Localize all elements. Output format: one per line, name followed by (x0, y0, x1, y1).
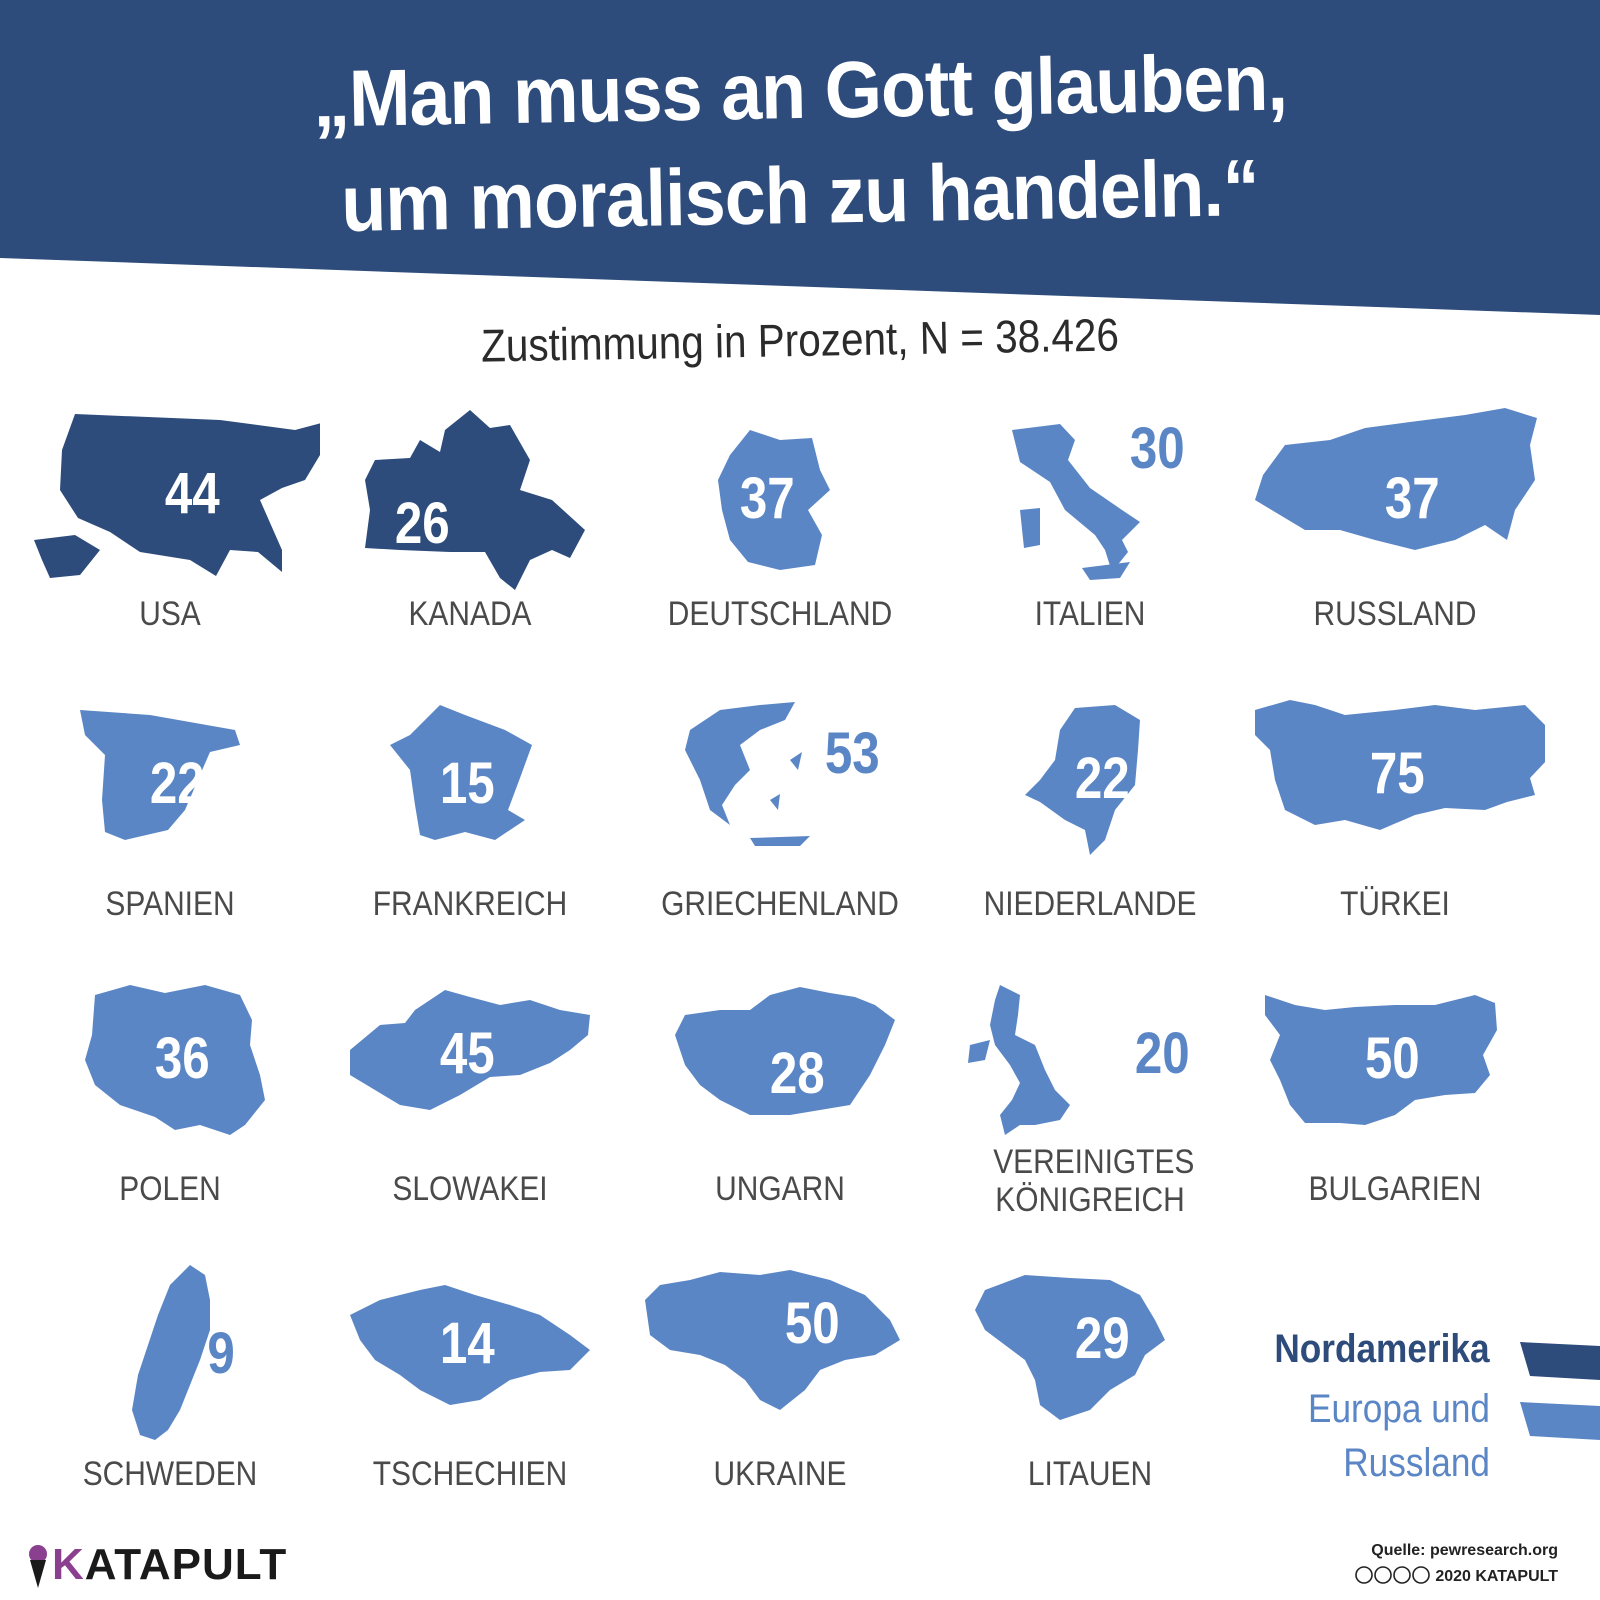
country-value: 75 (1369, 741, 1425, 806)
country-name: RUSSLAND (1313, 595, 1477, 633)
country-shape (34, 414, 320, 578)
country-card: 45 SLOWAKEI (320, 975, 620, 1245)
country-shape (1255, 700, 1545, 830)
country-card: 9 SCHWEDEN (20, 1260, 320, 1530)
country-shape (85, 985, 265, 1135)
country-name: SPANIEN (105, 885, 235, 923)
country-card: 50 BULGARIEN (1245, 975, 1545, 1245)
country-value: 22 (149, 751, 205, 816)
country-name: ITALIEN (1034, 595, 1146, 633)
country-shape (975, 1275, 1165, 1420)
country-shape (365, 410, 585, 590)
creative-commons-icons (1355, 1566, 1430, 1584)
country-name: GRIECHENLAND (661, 885, 899, 923)
country-value: 50 (784, 1291, 840, 1356)
country-card: 29 LITAUEN (940, 1260, 1240, 1530)
country-card: 20 VEREINIGTES KÖNIGREICH (940, 975, 1240, 1245)
country-name: USA (139, 595, 201, 633)
country-value: 30 (1129, 416, 1185, 481)
country-shape (718, 430, 830, 570)
country-name: SLOWAKEI (392, 1170, 548, 1208)
country-name: SCHWEDEN (82, 1455, 258, 1493)
copyright-line: 2020 KATAPULT (1355, 1566, 1558, 1586)
country-card: 37 RUSSLAND (1245, 400, 1545, 670)
logo-k: K (52, 1540, 85, 1589)
legend-label-europa: Europa und Russland (1307, 1387, 1490, 1485)
country-value: 20 (1134, 1021, 1190, 1086)
country-shape (1025, 705, 1140, 855)
country-value: 37 (739, 466, 795, 531)
country-shape (132, 1265, 210, 1440)
country-name: NIEDERLANDE (983, 885, 1197, 923)
country-value: 22 (1074, 746, 1130, 811)
country-shape (685, 702, 810, 846)
country-card: 30 ITALIEN (940, 400, 1240, 670)
banner-background (0, 0, 1600, 315)
country-value: 14 (439, 1311, 495, 1376)
ice-cream-icon (29, 1545, 47, 1588)
country-shape (350, 1285, 590, 1405)
country-shape (675, 987, 895, 1115)
country-shape (645, 1270, 900, 1410)
legend-swatch-europa (1520, 1402, 1600, 1440)
country-card: 26 KANADA (320, 400, 620, 670)
logo-text: KATAPULT (52, 1540, 287, 1590)
country-value: 37 (1384, 466, 1440, 531)
country-value: 29 (1074, 1306, 1130, 1371)
country-card: 44 USA (20, 400, 320, 670)
country-value: 50 (1364, 1026, 1420, 1091)
country-value: 9 (207, 1321, 235, 1386)
title-banner: „Man muss an Gott glauben, um moralisch … (0, 0, 1600, 320)
country-value: 15 (439, 751, 495, 816)
country-card: 15 FRANKREICH (320, 690, 620, 960)
country-card: 22 NIEDERLANDE (940, 690, 1240, 960)
country-card: 75 TÜRKEI (1245, 690, 1545, 960)
country-shape (1255, 408, 1537, 550)
country-name: LITAUEN (1027, 1455, 1153, 1493)
country-card: 14 TSCHECHIEN (320, 1260, 620, 1530)
country-card: 37 DEUTSCHLAND (630, 400, 930, 670)
country-name: UNGARN (715, 1170, 845, 1208)
legend: Nordamerika Europa und Russland (1275, 1320, 1600, 1500)
country-card: 22 SPANIEN (20, 690, 320, 960)
country-card: 50 UKRAINE (630, 1260, 930, 1530)
country-name: TSCHECHIEN (372, 1455, 568, 1493)
legend-swatch-nordamerika (1520, 1342, 1600, 1380)
source-credit: Quelle: pewresearch.org (1371, 1542, 1558, 1559)
country-value: 45 (439, 1021, 495, 1086)
country-name: FRANKREICH (372, 885, 568, 923)
country-name: UKRAINE (713, 1455, 847, 1493)
country-name: DEUTSCHLAND (667, 595, 893, 633)
logo-rest: ATAPULT (84, 1540, 288, 1589)
country-value: 36 (154, 1026, 210, 1091)
country-shape (80, 710, 240, 840)
country-card: 36 POLEN (20, 975, 320, 1245)
country-shape (1012, 424, 1140, 580)
country-shape (390, 705, 532, 840)
legend-label-nordamerika: Nordamerika (1274, 1327, 1490, 1371)
copyright-text: 2020 KATAPULT (1435, 1568, 1558, 1585)
country-name: BULGARIEN (1308, 1170, 1482, 1208)
country-value: 44 (164, 461, 220, 526)
country-card: 53 GRIECHENLAND (630, 690, 930, 960)
country-shape (350, 990, 590, 1110)
country-value: 26 (394, 491, 450, 556)
country-shape (1265, 995, 1497, 1125)
country-name: KANADA (408, 595, 532, 633)
country-name: TÜRKEI (1340, 885, 1450, 923)
country-value: 53 (824, 721, 880, 786)
country-shape (968, 985, 1070, 1135)
country-value: 28 (769, 1041, 825, 1106)
country-card: 28 UNGARN (630, 975, 930, 1245)
country-name: VEREINIGTES KÖNIGREICH (993, 1143, 1195, 1219)
country-name: POLEN (119, 1170, 221, 1208)
